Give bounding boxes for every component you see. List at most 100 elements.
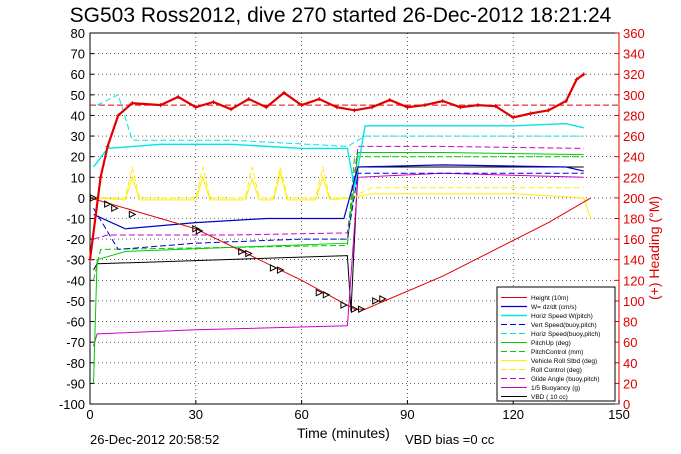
y-tick-label: -70 [66, 335, 85, 350]
height-marker [104, 200, 112, 208]
legend-label: Horiz Speed(buoy,pitch) [531, 331, 600, 338]
right-y-tick-label: 40 [623, 356, 637, 371]
legend-label: Vert Speed(buoy,pitch) [531, 322, 597, 329]
height-marker [276, 266, 285, 274]
heading-marker [387, 97, 392, 102]
series-line [93, 171, 592, 219]
heading-marker [528, 111, 533, 116]
y-tick-label: -20 [66, 232, 85, 247]
height-marker [351, 305, 359, 313]
series-line [93, 172, 584, 347]
y-tick-label: -90 [66, 376, 85, 391]
y-tick-label: -80 [66, 356, 85, 371]
heading-marker [370, 105, 375, 110]
right-y-tick-label: 300 [623, 88, 645, 103]
x-tick-label: 120 [502, 407, 524, 422]
series-line [93, 152, 584, 384]
right-y-tick-label: 160 [623, 232, 645, 247]
height-marker [90, 194, 98, 202]
heading-marker [281, 90, 286, 95]
heading-marker [440, 99, 445, 104]
heading-marker [423, 103, 428, 108]
heading-marker [105, 144, 110, 149]
height-marker [269, 264, 278, 272]
right-y-tick-label: 320 [623, 67, 645, 82]
legend-label: PitchUp (deg) [531, 340, 571, 347]
y-tick-label: 40 [71, 108, 85, 123]
legend-label: Vehicle Roll Stbd (deg) [531, 358, 597, 365]
right-y-tick-label: 280 [623, 108, 645, 123]
y-tick-label: -40 [66, 273, 85, 288]
chart-title: SG503 Ross2012, dive 270 started 26-Dec-… [69, 4, 612, 27]
height-marker [128, 210, 137, 219]
right-y-tick-label: 0 [623, 397, 630, 412]
heading-marker [98, 175, 103, 180]
y-tick-label: -30 [66, 253, 85, 268]
heading-marker [264, 105, 269, 110]
y-tick-label: 0 [78, 191, 85, 206]
x-tick-label: 30 [189, 407, 203, 422]
heading-marker [299, 103, 304, 108]
y-tick-label: 20 [71, 150, 85, 165]
x-axis-label: Time (minutes) [297, 425, 390, 441]
height-marker [322, 290, 331, 299]
y-tick-label: 60 [71, 67, 85, 82]
heading-marker [581, 72, 586, 77]
y-tick-label: 30 [71, 129, 85, 144]
right-y-tick-label: 140 [623, 253, 645, 268]
right-y-tick-label: 100 [623, 294, 645, 309]
series-line [89, 197, 592, 310]
y-tick-label: 10 [71, 170, 85, 185]
height-marker [195, 227, 204, 235]
heading-marker [475, 103, 480, 108]
timestamp-footer: 26-Dec-2012 20:58:52 [90, 432, 220, 447]
x-tick-label: 150 [608, 407, 630, 422]
height-marker [315, 288, 324, 297]
y-tick-label: 70 [71, 47, 85, 62]
series-line [92, 122, 584, 188]
heading-marker [116, 113, 121, 118]
height-marker [245, 249, 253, 258]
height-marker [192, 224, 200, 233]
heading-marker [211, 100, 216, 105]
legend-label: PitchControl (mm) [531, 349, 583, 356]
heading-marker [176, 94, 181, 99]
heading-marker [352, 108, 357, 113]
height-marker [111, 204, 119, 213]
y-tick-label: 80 [71, 26, 85, 41]
heading-marker [458, 105, 463, 110]
y-tick-label: -60 [66, 315, 85, 330]
heading-marker [317, 96, 322, 101]
right-y-tick-label: 120 [623, 273, 645, 288]
legend-label: VBD ( 10 cc) [531, 394, 568, 401]
heading-marker [493, 104, 498, 109]
right-y-tick-label: 200 [623, 191, 645, 206]
x-tick-label: 60 [294, 407, 308, 422]
series-line [93, 156, 584, 281]
heading-marker [511, 115, 516, 120]
vbd-bias-footer: VBD bias =0 cc [405, 432, 495, 447]
right-y-tick-label: 80 [623, 315, 637, 330]
right-y-tick-label: 60 [623, 335, 637, 350]
y-tick-label: -100 [59, 397, 85, 412]
heading-marker [546, 108, 551, 113]
series-line [93, 145, 584, 240]
heading-marker [130, 101, 135, 106]
height-marker [340, 301, 349, 309]
legend-label: Height (10m) [531, 295, 569, 302]
heading-marker [574, 77, 579, 82]
legend-label: Roll Control (deg) [531, 367, 582, 374]
heading-marker [158, 103, 163, 108]
heading-marker [229, 107, 234, 112]
heading-marker [564, 99, 569, 104]
series-line [93, 172, 584, 250]
height-marker [379, 295, 387, 303]
right-y-tick-label: 360 [623, 26, 645, 41]
x-tick-label: 0 [86, 407, 93, 422]
legend-label: 1/5 Buoyancy (g) [531, 385, 580, 392]
heading-marker [246, 96, 251, 101]
height-marker [238, 247, 246, 256]
right-y-tick-label: 180 [623, 212, 645, 227]
legend-label: W= dz/dt (cm/s) [531, 304, 577, 311]
